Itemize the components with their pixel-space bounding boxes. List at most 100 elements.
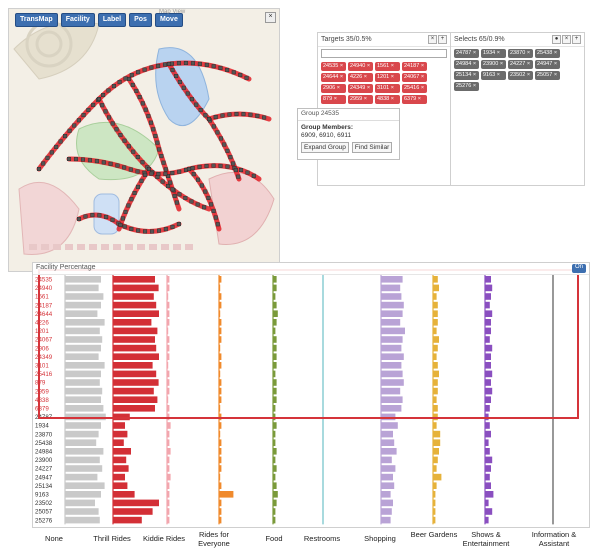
facility-marker [118,222,123,227]
chip-4226[interactable]: 4226 × [348,73,373,82]
chip-23502[interactable]: 23502 × [508,71,533,80]
chip-1201[interactable]: 1201 × [375,73,400,82]
chip-24644[interactable]: 24644 × [321,73,346,82]
facility-marker [129,226,134,231]
map-canvas[interactable] [9,9,279,271]
bar-879-6 [381,379,404,386]
bar-1934-4 [273,422,277,429]
chip-24787[interactable]: 24787 × [454,49,479,58]
facility-marker [136,228,141,233]
chip-25057[interactable]: 25057 × [535,71,560,80]
move-button[interactable]: Move [154,13,183,27]
chip-23900[interactable]: 23900 × [481,60,506,69]
facility-marker [245,170,250,175]
add-icon[interactable]: + [438,35,447,44]
chip-25438[interactable]: 25438 × [535,49,560,58]
pos-button[interactable]: Pos [129,13,152,27]
bar-23502-6 [381,499,393,507]
facility-marker [118,133,123,138]
facility-marker [225,164,230,169]
bar-879-1 [113,379,159,386]
chip-1934[interactable]: 1934 × [481,49,506,58]
facility-marker [90,213,95,218]
bar-25416-2 [167,370,170,378]
chip-3101[interactable]: 3101 × [375,84,400,93]
chip-6379[interactable]: 6379 × [402,95,427,104]
bar-25134-7 [433,482,437,489]
facility-marker [143,107,148,112]
facility-marker [115,163,120,168]
facility-marker [122,138,127,143]
bar-9163-0 [65,491,101,498]
row-label: 25438 [35,440,53,447]
category-label-1: Thrill Rides [93,534,131,543]
bar-24644-7 [433,310,438,317]
bar-1934-8 [485,422,490,429]
facility-button[interactable]: Facility [60,13,95,27]
bar-1561-6 [381,293,402,300]
bar-4226-7 [433,319,438,326]
map-block [113,244,121,250]
transmap-button[interactable]: TransMap [15,13,58,27]
chip-1561[interactable]: 1561 × [375,62,400,71]
bar-1201-4 [273,327,276,335]
chip-879[interactable]: 879 × [321,95,346,104]
chip-24947[interactable]: 24947 × [535,60,560,69]
chip-23870[interactable]: 23870 × [508,49,533,58]
facility-marker [204,62,209,67]
bar-24940-3 [219,284,221,292]
chip-25134[interactable]: 25134 × [454,71,479,80]
bar-23870-1 [113,430,128,438]
category-label-8: Shows & Entertainment [462,530,510,548]
chip-24940[interactable]: 24940 × [348,62,373,71]
bar-1561-0 [65,293,104,300]
chip-24067[interactable]: 24067 × [402,73,427,82]
bar-24227-4 [273,465,277,472]
facility-marker [198,108,203,113]
facility-marker [135,184,140,189]
map-title: Map View [159,9,186,15]
facility-marker [37,166,42,171]
facility-marker [128,167,133,172]
on-toggle-button[interactable]: On [571,264,586,273]
bar-23870-8 [485,430,491,438]
chip-2906[interactable]: 2906 × [321,84,346,93]
facility-marker [218,65,223,70]
bar-24187-0 [65,301,101,309]
facility-marker [140,160,145,165]
chip-9163[interactable]: 9163 × [481,71,506,80]
facility-marker [117,80,122,85]
bar-9163-1 [113,491,135,498]
add-icon[interactable]: + [572,35,581,44]
chip-24187[interactable]: 24187 × [402,62,427,71]
facility-marker [157,228,162,233]
chip-24535[interactable]: 24535 × [321,62,346,71]
label-button[interactable]: Label [97,13,127,27]
chip-25416[interactable]: 25416 × [402,84,427,93]
facility-marker [146,166,151,171]
target-icon[interactable]: ● [552,35,561,44]
targets-search-input[interactable] [321,49,447,58]
close-icon[interactable]: × [562,35,571,44]
chip-4838[interactable]: 4838 × [375,95,400,104]
facility-marker [225,67,230,72]
map-close-icon[interactable]: × [265,12,276,23]
row-label: 25057 [35,509,53,516]
find-similar-button[interactable]: Find Similar [351,142,393,153]
chip-2959[interactable]: 2959 × [348,95,373,104]
bar-24349-7 [433,353,437,360]
facility-marker [104,214,109,219]
expand-group-button[interactable]: Expand Group [301,142,349,153]
bar-24227-2 [167,465,170,472]
chip-25276[interactable]: 25276 × [454,82,479,91]
bar-25057-0 [65,508,99,515]
bar-9163-7 [433,491,436,498]
chip-24227[interactable]: 24227 × [508,60,533,69]
bar-24787-0 [65,413,106,421]
close-icon[interactable]: × [428,35,437,44]
chip-24349[interactable]: 24349 × [348,84,373,93]
park-map[interactable]: TransMap Facility Label Pos Move Map Vie… [8,8,280,272]
facility-marker [174,200,179,205]
facility-marker [45,155,50,160]
chip-24984[interactable]: 24984 × [454,60,479,69]
